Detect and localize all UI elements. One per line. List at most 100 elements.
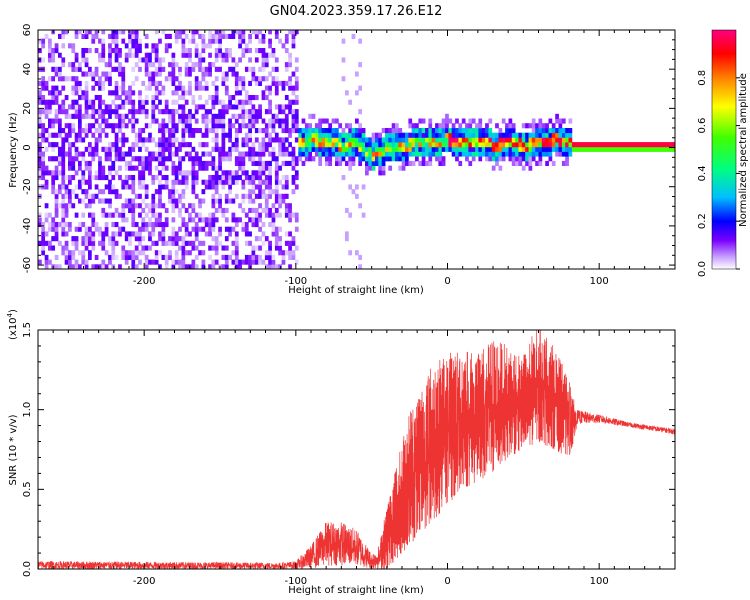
heatmap-cell: [268, 193, 272, 199]
heatmap-cell: [71, 123, 76, 129]
heatmap-cell: [94, 128, 99, 134]
heatmap-cell: [178, 113, 182, 119]
heatmap-cell: [308, 137, 313, 143]
heatmap-cell: [78, 151, 82, 157]
heatmap-cell: [445, 118, 449, 124]
heatmap-cell: [478, 128, 483, 134]
heatmap-cell: [61, 43, 66, 49]
heatmap-cell: [188, 71, 192, 77]
heatmap-cell: [144, 165, 149, 171]
heatmap-cell: [101, 99, 106, 105]
heatmap-cell: [418, 146, 423, 152]
heatmap-cell: [558, 128, 563, 134]
heatmap-cell: [241, 142, 246, 148]
heatmap-cell: [531, 132, 536, 138]
heatmap-cell: [201, 142, 206, 148]
heatmap-cell: [114, 222, 119, 228]
heatmap-cell: [271, 259, 276, 265]
heatmap-cell: [54, 212, 59, 218]
heatmap-cell: [375, 142, 379, 148]
heatmap-cell: [68, 113, 72, 119]
heatmap-cell: [141, 226, 146, 232]
heatmap-cell: [224, 33, 229, 39]
heatmap-cell: [54, 193, 59, 199]
heatmap-cell: [174, 165, 179, 171]
heatmap-cell: [91, 132, 96, 138]
heatmap-cell: [214, 245, 219, 251]
heatmap-cell: [224, 236, 229, 242]
heatmap-cell: [365, 165, 369, 171]
heatmap-cell: [131, 254, 136, 260]
heatmap-cell: [325, 137, 329, 143]
heatmap-cell: [268, 99, 272, 105]
heatmap-cell: [294, 217, 299, 223]
heatmap-cell: [251, 207, 256, 213]
heatmap-cell: [435, 132, 439, 138]
heatmap-cell: [655, 142, 660, 148]
heatmap-cell: [595, 146, 599, 152]
heatmap-cell: [144, 212, 149, 218]
heatmap-cell: [448, 132, 453, 138]
heatmap-cell: [264, 203, 269, 209]
heatmap-cell: [178, 95, 182, 101]
heatmap-cell: [168, 236, 172, 242]
heatmap-cell: [148, 137, 152, 143]
heatmap-cell: [555, 128, 559, 134]
heatmap-cell: [615, 146, 619, 152]
heatmap-cell: [58, 123, 62, 129]
heatmap-cell: [628, 146, 633, 152]
heatmap-cell: [214, 48, 219, 54]
heatmap-cell: [244, 43, 249, 49]
heatmap-cell: [218, 198, 222, 204]
heatmap-cell: [178, 170, 182, 176]
heatmap-cell: [208, 38, 212, 44]
heatmap-cell: [558, 118, 563, 124]
heatmap-cell: [111, 254, 116, 260]
heatmap-cell: [198, 95, 202, 101]
heatmap-cell: [118, 52, 122, 58]
heatmap-cell: [214, 85, 219, 91]
heatmap-cell: [181, 254, 186, 260]
heatmap-cell: [154, 156, 159, 162]
heatmap-cell: [218, 99, 222, 105]
heatmap-cell: [278, 80, 282, 86]
heatmap-cell: [328, 156, 333, 162]
colorbar-tick-label: 0.0: [697, 261, 708, 277]
heatmap-cell: [261, 90, 266, 96]
heatmap-cell: [438, 146, 443, 152]
heatmap-cell: [261, 76, 266, 82]
heatmap-cell: [58, 71, 62, 77]
heatmap-cell: [208, 52, 212, 58]
heatmap-cell: [54, 95, 59, 101]
heatmap-cell: [505, 142, 509, 148]
heatmap-cell: [128, 95, 132, 101]
heatmap-cell: [161, 128, 166, 134]
heatmap-cell: [578, 142, 583, 148]
heatmap-cell: [134, 231, 139, 237]
heatmap-cell: [111, 123, 116, 129]
heatmap-cell: [294, 156, 299, 162]
heatmap-cell: [278, 212, 282, 218]
snr-scale-label: (x104): [6, 309, 19, 340]
heatmap-cell: [274, 236, 279, 242]
heatmap-cell: [241, 137, 246, 143]
heatmap-cell: [375, 146, 379, 152]
heatmap-cell: [134, 165, 139, 171]
heatmap-cell: [138, 236, 142, 242]
heatmap-cell: [284, 118, 289, 124]
heatmap-cell: [51, 189, 56, 195]
heatmap-cell: [481, 128, 486, 134]
heatmap-cell: [108, 80, 112, 86]
heatmap-cell: [164, 33, 169, 39]
heatmap-cell: [238, 160, 242, 166]
heatmap-cell: [141, 245, 146, 251]
heatmap-cell: [74, 212, 79, 218]
heatmap-cell: [448, 142, 453, 148]
heatmap-cell: [458, 146, 463, 152]
heatmap-cell: [121, 90, 126, 96]
heatmap-cell: [281, 85, 286, 91]
heatmap-cell: [94, 226, 99, 232]
heatmap-cell: [88, 236, 92, 242]
heatmap-cell: [498, 142, 503, 148]
heatmap-cell: [54, 109, 59, 115]
